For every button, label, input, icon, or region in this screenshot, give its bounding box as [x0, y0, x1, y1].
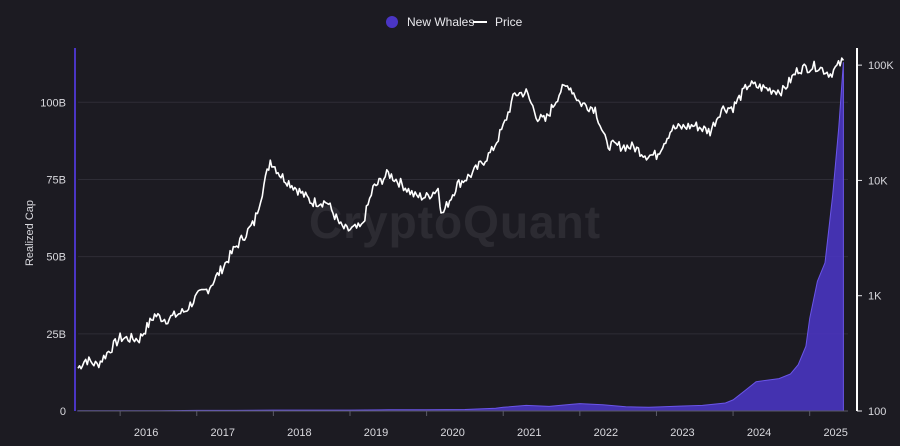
x-tick-label: 2021	[517, 427, 541, 439]
x-tick-label: 2023	[670, 427, 694, 439]
series-area-new-whales	[77, 62, 844, 412]
y-right-tick-label: 1K	[868, 291, 882, 303]
y-left-tick-label: 0	[60, 406, 66, 418]
legend-label: Price	[495, 15, 523, 29]
x-tick-label: 2025	[823, 427, 847, 439]
legend-label: New Whales	[407, 15, 474, 29]
x-tick-label: 2024	[747, 427, 771, 439]
series-line-price	[77, 57, 845, 370]
y-left-tick-label: 25B	[46, 329, 66, 341]
x-tick-label: 2018	[287, 427, 311, 439]
x-tick-label: 2022	[594, 427, 618, 439]
x-tick-label: 2020	[440, 427, 464, 439]
x-tick-label: 2017	[211, 427, 235, 439]
price-layer	[77, 57, 845, 370]
y-left-tick-label: 100B	[40, 97, 66, 109]
y-right-tick-label: 100K	[868, 60, 894, 72]
axes: 0 25B 50B 75B 100B 100 1K 10K 100K 2016 2017 2018 20…	[40, 48, 894, 439]
legend[interactable]: New Whales Price	[386, 15, 523, 29]
grid	[78, 101, 848, 335]
legend-item[interactable]: New Whales	[386, 15, 474, 29]
legend-marker-circle	[386, 16, 398, 28]
legend-item[interactable]: Price	[473, 15, 523, 29]
y-axis-title: Realized Cap	[24, 200, 36, 266]
y-left-tick-label: 75B	[46, 174, 66, 186]
y-left-tick-label: 50B	[46, 252, 66, 264]
y-right-tick-label: 10K	[868, 175, 888, 187]
x-tick-label: 2016	[134, 427, 158, 439]
watermark: CryptoQuant	[309, 196, 601, 248]
y-right-tick-label: 100	[868, 406, 886, 418]
x-tick-label: 2019	[364, 427, 388, 439]
plot-area	[77, 62, 844, 412]
